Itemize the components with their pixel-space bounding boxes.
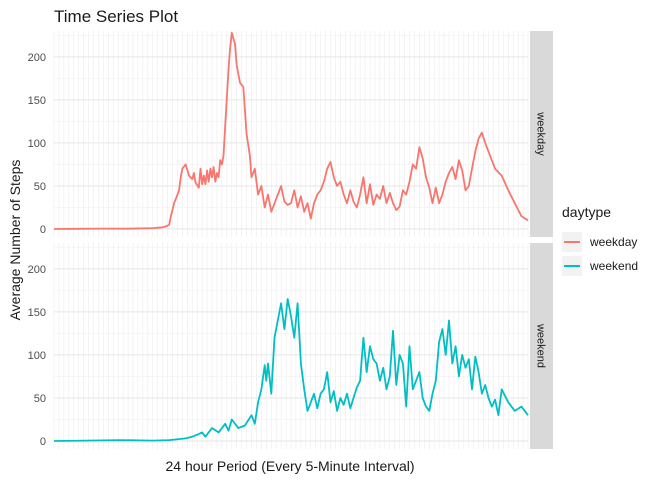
legend: daytype weekday weekend (562, 204, 638, 276)
y-tick-label: 50 (34, 181, 46, 193)
legend-label-weekday: weekday (589, 235, 637, 249)
series-line-weekend (53, 298, 529, 442)
y-tick-label: 150 (28, 95, 46, 107)
series-line-weekday (53, 31, 529, 230)
facet-strip-weekend (530, 243, 553, 449)
y-axis-title: Average Number of Steps (7, 160, 23, 321)
y-tick-label: 200 (28, 52, 46, 64)
y-tick-label: 100 (28, 350, 46, 362)
chart-title: Time Series Plot (54, 7, 178, 26)
y-tick-label: 50 (34, 393, 46, 405)
legend-label-weekend: weekend (589, 259, 638, 273)
y-tick-label: 0 (40, 224, 46, 236)
facet-strip-label: weekend (535, 323, 547, 368)
x-axis-title: 24 hour Period (Every 5-Minute Interval) (166, 458, 415, 474)
y-tick-label: 150 (28, 307, 46, 319)
facet-strip-weekday (530, 31, 553, 237)
y-tick-label: 100 (28, 138, 46, 150)
y-tick-label: 0 (40, 436, 46, 448)
facet-panels: 0 50 100 150 200 weekday 0 50 100 150 200 weekend (28, 31, 553, 449)
facet-strip-label: weekday (535, 111, 547, 156)
legend-title: daytype (562, 204, 611, 220)
y-tick-label: 200 (28, 264, 46, 276)
